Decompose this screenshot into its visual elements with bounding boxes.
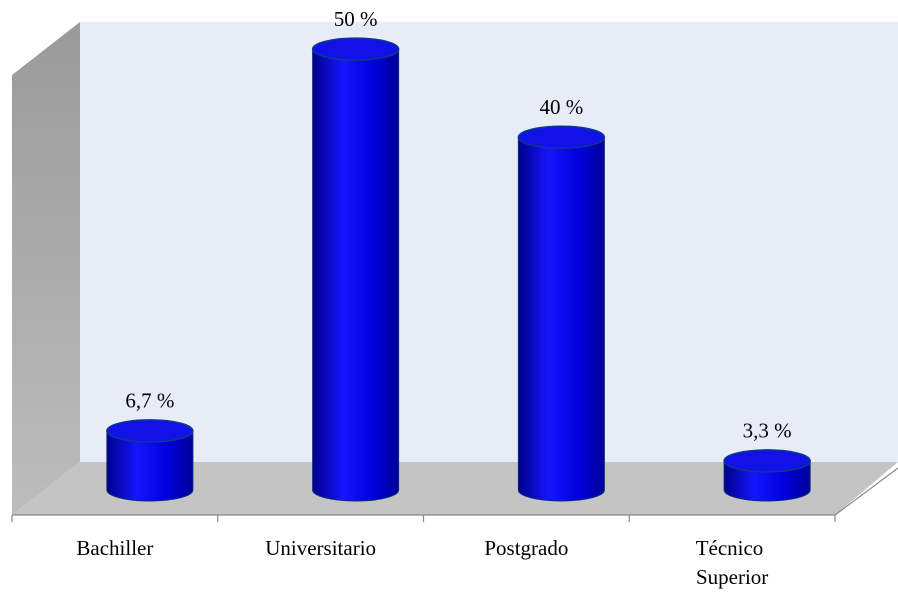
cylinder-top bbox=[723, 449, 811, 473]
cylinder-top bbox=[517, 125, 606, 150]
x-tick-label: Universitario bbox=[265, 536, 376, 560]
x-tick-label: Técnico Superior bbox=[696, 536, 769, 589]
x-tick-label: Postgrado bbox=[484, 536, 568, 560]
floor bbox=[12, 462, 898, 515]
cylinder-body bbox=[312, 48, 400, 502]
data-label: 50 % bbox=[334, 7, 378, 31]
back-wall bbox=[80, 22, 898, 462]
data-label: 3,3 % bbox=[743, 419, 792, 443]
x-axis-depth bbox=[834, 467, 898, 516]
cylinder-top bbox=[106, 419, 194, 443]
side-wall bbox=[12, 22, 80, 515]
x-tick-label: Bachiller bbox=[76, 536, 153, 560]
data-label: 40 % bbox=[540, 95, 584, 119]
cylinder-top bbox=[311, 37, 400, 61]
cylinder-body bbox=[106, 430, 194, 502]
cylinder-body bbox=[517, 136, 605, 502]
data-label: 6,7 % bbox=[125, 389, 174, 413]
